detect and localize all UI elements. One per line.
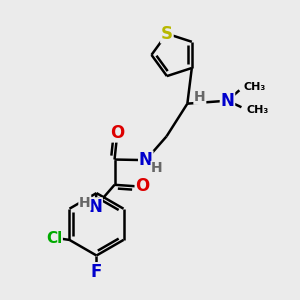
Text: N: N <box>220 92 234 110</box>
Text: N: N <box>139 151 153 169</box>
Text: N: N <box>88 198 102 216</box>
Text: O: O <box>135 177 150 195</box>
Text: CH₃: CH₃ <box>247 105 269 115</box>
Text: CH₃: CH₃ <box>244 82 266 92</box>
Text: F: F <box>91 263 102 281</box>
Text: H: H <box>151 161 163 176</box>
Text: S: S <box>161 25 173 43</box>
Text: Cl: Cl <box>46 231 62 246</box>
Text: H: H <box>79 196 91 210</box>
Text: H: H <box>194 90 206 104</box>
Text: O: O <box>110 124 124 142</box>
